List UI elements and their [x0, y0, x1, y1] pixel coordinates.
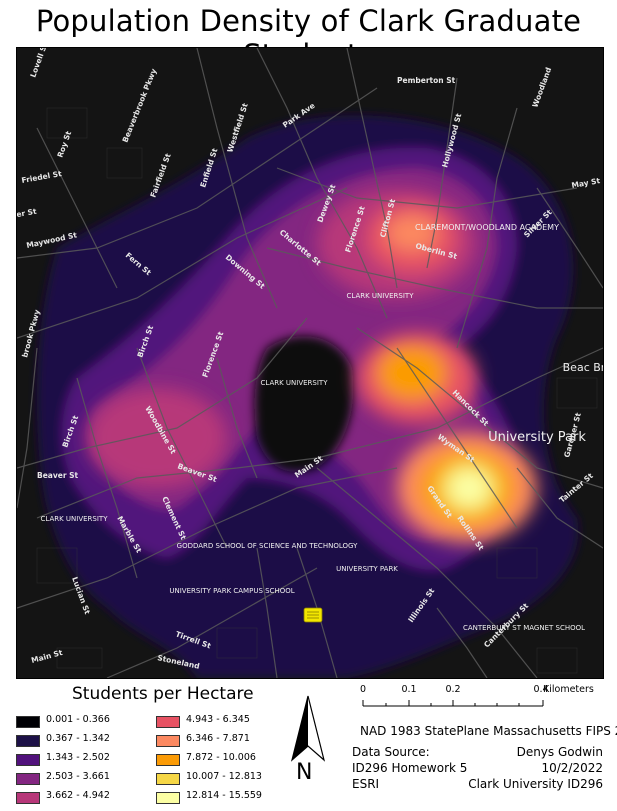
- legend-label: 4.943 - 6.345: [186, 714, 250, 725]
- street-label: Beaver St: [37, 471, 79, 480]
- legend-swatch: [156, 716, 180, 728]
- street-line: [316, 467, 538, 678]
- legend-swatch: [16, 773, 40, 785]
- street-line: [106, 567, 318, 678]
- scale-tick-label: 0.1: [401, 684, 417, 695]
- street-line: [536, 187, 603, 289]
- scale-unit-label: Kilometers: [543, 684, 594, 695]
- place-label: GODDARD SCHOOL OF SCIENCE AND TECHNOLOGY: [177, 542, 358, 550]
- author-name: Denys Godwin: [516, 745, 603, 759]
- place-label: CLARK UNIVERSITY: [41, 515, 109, 523]
- author-date: 10/2/2022: [541, 761, 603, 775]
- street-line: [266, 247, 603, 309]
- source-line: Data Source:: [352, 745, 430, 759]
- legend-swatch: [16, 754, 40, 766]
- legend-label: 6.346 - 7.871: [186, 733, 250, 744]
- street-line: [17, 187, 348, 339]
- legend-swatch: [156, 754, 180, 766]
- projection-text: NAD 1983 StatePlane Massachusetts FIPS 2…: [360, 724, 617, 738]
- street-line: [356, 327, 603, 489]
- street-line: [36, 127, 118, 289]
- street-line: [216, 357, 258, 479]
- place-label: University Park: [488, 430, 586, 445]
- author-course: Clark University ID296: [468, 777, 603, 791]
- scale-tick-label: 0.2: [445, 684, 461, 695]
- street-line: [276, 167, 578, 209]
- scale-tick-label: 0.4: [533, 684, 549, 695]
- legend-swatch: [16, 716, 40, 728]
- street-line: [136, 347, 228, 549]
- hotspot-hancock-high: [377, 345, 447, 401]
- legend-label: 10.007 - 12.813: [186, 771, 262, 782]
- legend-label: 3.662 - 4.942: [46, 790, 110, 801]
- map-frame[interactable]: Lovell St Beaverbrook Pkwy Roy St Friedel S…: [16, 47, 604, 679]
- legend-label: 0.367 - 1.342: [46, 733, 110, 744]
- hotspot-florence-top: [387, 215, 437, 251]
- street-line: [196, 48, 278, 309]
- source-line: ID296 Homework 5: [352, 761, 468, 775]
- north-label: N: [296, 760, 313, 785]
- street-line: [396, 347, 518, 529]
- street-line: [17, 317, 308, 469]
- legend-label: 2.503 - 3.661: [46, 771, 110, 782]
- scale-bar: 0 0.1 0.2 0.4 Kilometers: [359, 684, 612, 714]
- hotspot-woodbine: [87, 388, 227, 488]
- place-label: CLARK UNIVERSITY: [347, 292, 415, 300]
- legend-label: 12.814 - 15.559: [186, 790, 262, 801]
- street-line: [17, 467, 398, 609]
- campus-core-area: [254, 336, 354, 472]
- place-label: Beac Brig: [563, 361, 603, 374]
- legend-swatch: [16, 735, 40, 747]
- street-network: [17, 48, 603, 678]
- street-label: Pemberton St: [397, 76, 456, 85]
- hotspot-grand-max: [449, 470, 489, 506]
- street-line: [516, 467, 603, 549]
- legend-swatch: [156, 773, 180, 785]
- street-line: [456, 107, 518, 349]
- street-line: [426, 77, 458, 269]
- scale-bar-graphic: [362, 700, 544, 707]
- legend-swatch: [156, 735, 180, 747]
- place-label: CLAREMONT/WOODLAND ACADEMY: [415, 223, 559, 232]
- north-arrow: N: [286, 694, 330, 790]
- street-line: [36, 347, 603, 519]
- legend-title: Students per Hectare: [72, 684, 254, 704]
- place-label: UNIVERSITY PARK: [336, 565, 398, 573]
- place-label: CANTERBURY ST MAGNET SCHOOL: [463, 624, 585, 632]
- author-block: Denys Godwin 10/2/2022 Clark University …: [468, 744, 603, 792]
- street-line: [76, 377, 138, 579]
- legend-label: 1.343 - 2.502: [46, 752, 110, 763]
- street-line: [256, 48, 388, 319]
- legend-label: 0.001 - 0.366: [46, 714, 110, 725]
- street-line: [17, 347, 38, 509]
- street-line: [256, 547, 278, 678]
- legend-label: 7.872 - 10.006: [186, 752, 256, 763]
- legend-swatch: [16, 792, 40, 804]
- street-line: [17, 87, 378, 259]
- source-line: ESRI: [352, 777, 380, 791]
- data-source: Data Source: ID296 Homework 5 ESRI: [352, 744, 467, 792]
- place-label: CLARK UNIVERSITY: [261, 379, 329, 387]
- north-arrow-icon: [290, 695, 326, 762]
- legend-swatch: [156, 792, 180, 804]
- street-line: [346, 48, 398, 289]
- school-marker[interactable]: [303, 607, 323, 623]
- building-footprints: [36, 107, 598, 674]
- place-label: UNIVERSITY PARK CAMPUS SCHOOL: [169, 587, 294, 595]
- scale-tick-label: 0: [359, 684, 367, 695]
- street-line: [436, 607, 488, 678]
